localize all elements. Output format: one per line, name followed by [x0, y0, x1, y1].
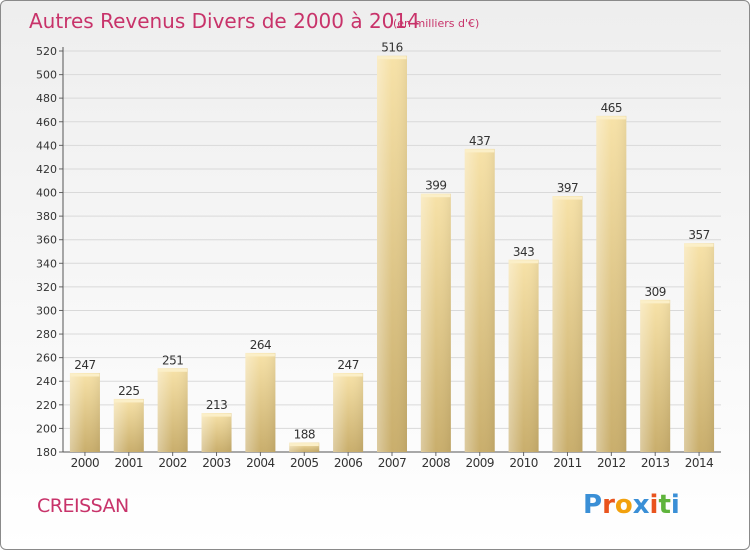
bar-shading: [333, 372, 364, 452]
chart-title: Autres Revenus Divers de 2000 à 2014: [29, 9, 420, 33]
value-label: 397: [557, 181, 578, 195]
x-tick-label: 2003: [202, 456, 231, 470]
x-tick-label: 2006: [334, 456, 363, 470]
value-label: 188: [294, 428, 315, 442]
x-tick-label: 2001: [115, 456, 144, 470]
bar-shading: [508, 259, 539, 452]
bar-top-highlight: [289, 443, 319, 447]
logo-letter: i: [649, 490, 659, 520]
value-label: 357: [688, 228, 709, 242]
bar-shading: [201, 413, 232, 452]
bar-shading: [640, 299, 671, 452]
y-tick-label: 500: [36, 69, 57, 82]
y-tick-label: 200: [36, 422, 57, 435]
x-tick-label: 2014: [685, 456, 714, 470]
x-tick-label: 2005: [290, 456, 319, 470]
y-tick-label: 260: [36, 352, 57, 365]
bar-top-highlight: [114, 399, 144, 403]
x-tick-label: 2010: [509, 456, 538, 470]
logo-letter: P: [583, 490, 603, 520]
value-label: 343: [513, 245, 534, 259]
bar-top-highlight: [421, 194, 451, 198]
x-tick-label: 2011: [553, 456, 582, 470]
value-label: 264: [250, 338, 271, 352]
town-name: CREISSAN: [37, 495, 129, 517]
y-tick-label: 240: [36, 375, 57, 388]
logo-letter: o: [614, 490, 633, 520]
x-tick-label: 2004: [246, 456, 275, 470]
bar-shading: [157, 368, 188, 452]
x-tick-label: 2013: [641, 456, 670, 470]
bar-top-highlight: [245, 353, 275, 357]
x-tick-label: 2009: [465, 456, 494, 470]
bar-shading: [464, 148, 495, 452]
y-tick-label: 440: [36, 139, 57, 152]
y-tick-label: 360: [36, 234, 57, 247]
y-tick-label: 220: [36, 399, 57, 412]
value-label: 225: [118, 384, 139, 398]
y-tick-label: 400: [36, 187, 57, 200]
value-label: 516: [381, 41, 402, 55]
value-label: 399: [425, 179, 446, 193]
y-tick-label: 480: [36, 92, 57, 105]
bar-top-highlight: [596, 116, 626, 120]
bar-top-highlight: [158, 368, 188, 372]
logo-letter: x: [632, 490, 650, 520]
bar-shading: [69, 372, 100, 452]
y-tick-label: 520: [36, 45, 57, 58]
y-tick-label: 380: [36, 210, 57, 223]
chart-subtitle: (en milliers d'€): [393, 17, 480, 30]
value-label: 465: [601, 101, 622, 115]
bar-top-highlight: [202, 413, 232, 417]
bar-top-highlight: [640, 300, 670, 304]
proxiti-logo: Proxiti: [583, 490, 680, 520]
logo-letter: i: [670, 490, 680, 520]
value-label: 437: [469, 134, 490, 148]
value-label: 213: [206, 398, 227, 412]
x-tick-label: 2002: [158, 456, 187, 470]
bar-shading: [377, 55, 407, 452]
bar-shading: [113, 398, 144, 452]
value-label: 247: [74, 358, 95, 372]
bar-shading: [596, 115, 627, 452]
x-tick-label: 2012: [597, 456, 626, 470]
bar-top-highlight: [465, 149, 495, 153]
y-tick-label: 340: [36, 257, 57, 270]
bar-shading: [684, 243, 715, 452]
y-tick-label: 300: [36, 304, 57, 317]
logo-letter: t: [658, 490, 671, 520]
bar-top-highlight: [70, 373, 100, 377]
bar-shading: [552, 196, 583, 452]
value-label: 251: [162, 353, 183, 367]
bar-shading: [245, 352, 276, 452]
y-tick-label: 320: [36, 281, 57, 294]
bar-top-highlight: [333, 373, 363, 377]
labels: 180 200 220 240 260 280 300 320 340 360 380 400 420 4…: [36, 41, 714, 470]
y-tick-label: 180: [36, 446, 57, 459]
bars: [69, 55, 715, 453]
value-label: 309: [644, 285, 665, 299]
bar-shading: [420, 193, 451, 453]
x-tick-label: 2007: [378, 456, 407, 470]
bar-top-highlight: [509, 260, 539, 264]
bar-shading: [289, 442, 320, 452]
y-tick-label: 280: [36, 328, 57, 341]
logo-letter: r: [602, 490, 615, 520]
y-tick-label: 460: [36, 116, 57, 129]
value-label: 247: [337, 358, 358, 372]
bar-top-highlight: [552, 196, 582, 200]
bar-top-highlight: [377, 56, 407, 60]
y-tick-label: 420: [36, 163, 57, 176]
x-tick-label: 2008: [422, 456, 451, 470]
x-tick-label: 2000: [71, 456, 100, 470]
bar-top-highlight: [684, 243, 714, 247]
